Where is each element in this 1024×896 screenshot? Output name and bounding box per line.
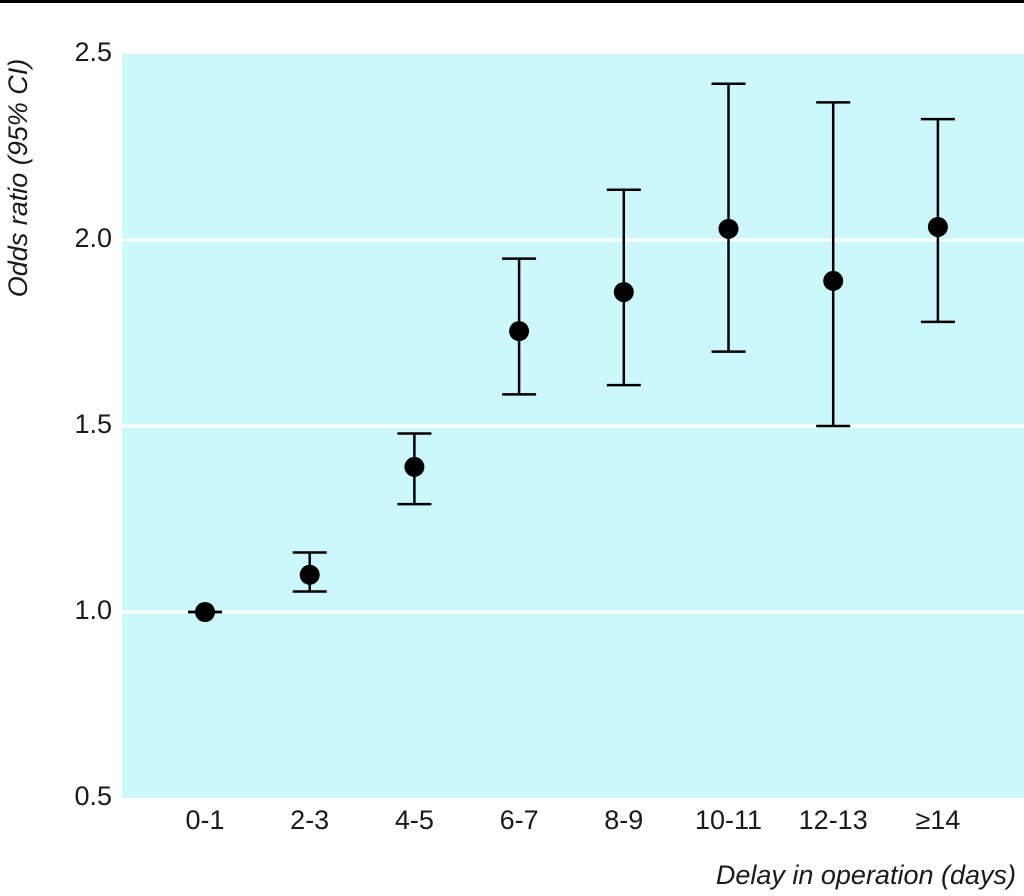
x-tick-label: 4-5 [395, 805, 434, 835]
point [404, 456, 425, 477]
x-tick-label: 10-11 [695, 805, 762, 835]
x-tick-label: 2-3 [290, 805, 329, 835]
point [718, 218, 739, 239]
top-border [0, 0, 1024, 3]
error-bar [816, 101, 851, 428]
x-tick-label: 0-1 [185, 805, 224, 835]
y-tick-label: 1.0 [74, 595, 112, 625]
x-axis-label: Delay in operation (days) [716, 860, 1016, 890]
point [927, 216, 948, 237]
y-tick-label: 2.5 [74, 37, 112, 67]
x-tick-label: 12-13 [799, 805, 868, 835]
y-tick-label: 2.0 [74, 223, 112, 253]
point [299, 564, 320, 585]
point [195, 602, 215, 622]
y-axis-label: Odds ratio (95% CI) [3, 59, 33, 298]
point [613, 282, 634, 303]
x-tick-label: 8-9 [604, 805, 643, 835]
x-tick-label: 6-7 [500, 805, 539, 835]
y-tick-label: 1.5 [74, 409, 112, 439]
y-tick-label: 0.5 [74, 781, 112, 811]
error-bar [711, 82, 746, 353]
x-tick-label: ≥14 [915, 805, 960, 835]
point [509, 321, 530, 342]
point [823, 270, 844, 291]
